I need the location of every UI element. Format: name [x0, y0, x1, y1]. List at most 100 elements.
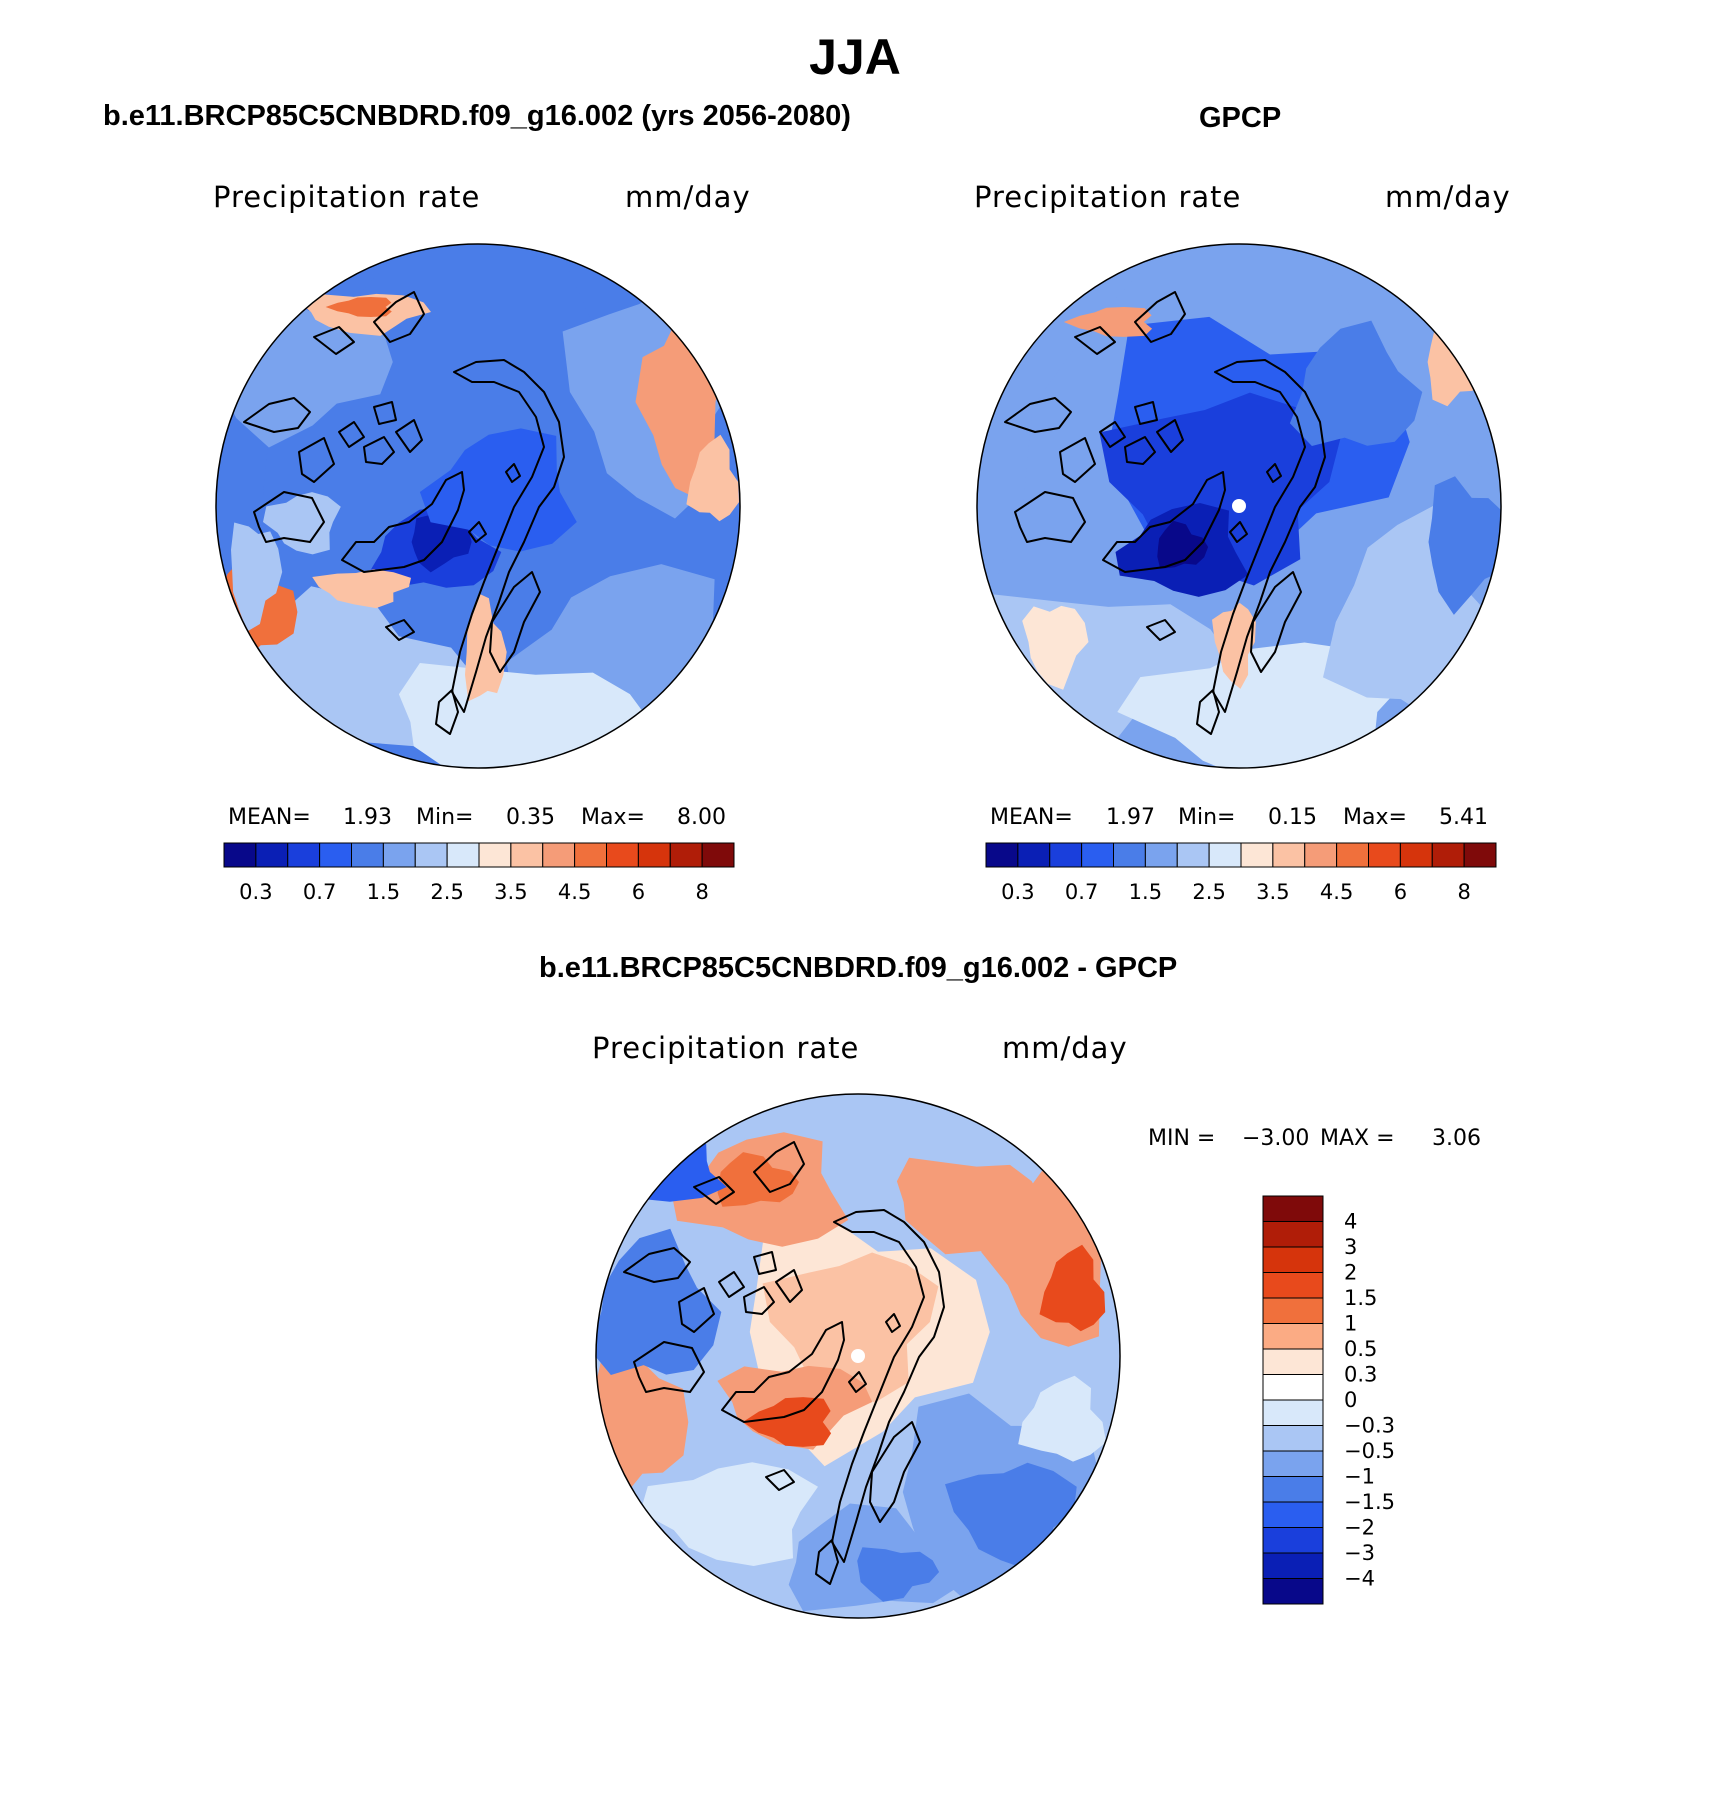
precip-contour-area [312, 569, 411, 609]
coastline [1059, 437, 1096, 483]
colorbar-tick-label: 3.5 [494, 880, 527, 904]
coastline [623, 1247, 691, 1283]
precip-contour-area [1428, 476, 1501, 615]
colorbar-box [319, 842, 352, 868]
coastline [338, 421, 365, 448]
precip-contour-area [596, 1140, 727, 1202]
colorbar-tick-label: −0.3 [1344, 1414, 1395, 1438]
units-label-difference: mm/day [1002, 1031, 1128, 1065]
precip-contour-area [1157, 520, 1209, 569]
colorbar-tick-label: 0.7 [1065, 880, 1098, 904]
map-border [595, 1093, 1121, 1619]
coastline [765, 1469, 795, 1491]
colorbar-tick-label: 0.5 [1344, 1337, 1377, 1361]
precip-contour-area [596, 1228, 722, 1375]
panel-title-model: b.e11.BRCP85C5CNBDRD.f09_g16.002 (yrs 20… [103, 100, 851, 132]
coastline [1124, 436, 1156, 465]
colorbar-tick-label: −1.5 [1344, 1490, 1395, 1514]
coastline [1156, 419, 1184, 453]
colorbar-box [478, 842, 512, 868]
variable-label-difference: Precipitation rate [592, 1031, 860, 1065]
max-label-gpcp: Max= [1343, 805, 1407, 830]
variable-label-model: Precipitation rate [213, 180, 481, 214]
colorbar-tick-label: −2 [1344, 1516, 1375, 1540]
colorbar-box [1262, 1297, 1324, 1324]
coastline [341, 471, 465, 573]
colorbar-box [351, 842, 384, 868]
precip-contour-area [419, 428, 577, 552]
polar-map-difference [595, 1093, 1121, 1619]
main-title: JJA [809, 29, 901, 85]
coastline [633, 1341, 705, 1393]
panel-title-gpcp: GPCP [1199, 102, 1282, 134]
coastline [505, 463, 521, 483]
min-label-model: Min= [416, 805, 474, 830]
colorbar-tick-label: 1.5 [1129, 880, 1162, 904]
colorbar-tick-label: 1.5 [1344, 1286, 1377, 1310]
colorbar-box [1262, 1399, 1324, 1426]
colorbar-box [510, 842, 544, 868]
coastline [373, 291, 425, 343]
colorbar-tick-label: 3 [1344, 1235, 1357, 1259]
colorbar-tick-label: 0.7 [303, 880, 336, 904]
precip-contour-area [1063, 307, 1153, 337]
precip-contour-area [686, 434, 739, 522]
coastline [721, 1321, 845, 1423]
max-value-gpcp: 5.41 [1439, 805, 1488, 830]
colorbar-box [542, 842, 576, 868]
max-label-difference: MAX = [1320, 1126, 1395, 1151]
colorbar-box [446, 842, 480, 868]
coastline [1014, 491, 1086, 543]
colorbar-box [1262, 1476, 1324, 1503]
coastline [451, 359, 565, 713]
min-value-model: 0.35 [506, 805, 555, 830]
coastline [373, 401, 397, 425]
mean-value-model: 1.93 [343, 805, 392, 830]
polar-map-model [215, 243, 741, 769]
min-value-difference: −3.00 [1242, 1126, 1310, 1151]
coastline [775, 1269, 803, 1303]
colorbar-box [1399, 842, 1433, 868]
colorbar-box [1336, 842, 1369, 868]
colorbar-tick-label: −3 [1344, 1541, 1375, 1565]
precip-contour-area [1022, 605, 1089, 690]
precip-contour-area [762, 1252, 939, 1403]
coastline [395, 419, 423, 453]
coastline [869, 1421, 921, 1523]
colorbar-tick-label: 6 [1394, 880, 1407, 904]
mean-label-model: MEAN= [228, 805, 311, 830]
precip-contour-area [1427, 313, 1488, 407]
max-value-model: 8.00 [677, 805, 726, 830]
colorbar-box [255, 842, 289, 868]
colorbar-box [1240, 842, 1274, 868]
colorbar-gpcp: 0.3 0.7 1.5 2.5 3.5 4.5 6 8 [985, 842, 1497, 904]
colorbar-box [287, 842, 321, 868]
coastline [1004, 397, 1072, 433]
min-label-gpcp: Min= [1178, 805, 1236, 830]
coastline [243, 397, 311, 433]
colorbar-tick-label: −4 [1344, 1567, 1375, 1591]
coastline [1229, 521, 1248, 543]
colorbar-box [574, 842, 607, 868]
colorbar-box [1176, 842, 1210, 868]
colorbar-box [1017, 842, 1051, 868]
precip-contour-area [398, 663, 651, 768]
colorbar-box [1262, 1348, 1324, 1375]
coastline [831, 1209, 945, 1563]
coastline [1102, 471, 1226, 573]
colorbar-tick-label: −1 [1344, 1465, 1375, 1489]
colorbar-box [1262, 1552, 1324, 1579]
colorbar-box [1304, 842, 1338, 868]
colorbar-box [1208, 842, 1242, 868]
colorbar-tick-label: 2.5 [430, 880, 463, 904]
colorbar-model: 0.3 0.7 1.5 2.5 3.5 4.5 6 8 [223, 842, 735, 904]
coastline [253, 491, 325, 543]
colorbar-tick-label: 1.5 [367, 880, 400, 904]
precip-contour-area [231, 522, 283, 632]
colorbar-box [1262, 1374, 1324, 1401]
colorbar-box [1262, 1323, 1324, 1350]
precip-contour-area [717, 1152, 799, 1207]
colorbar-tick-label: 4 [1344, 1210, 1357, 1234]
colorbar-box [414, 842, 448, 868]
coastline [678, 1287, 715, 1333]
